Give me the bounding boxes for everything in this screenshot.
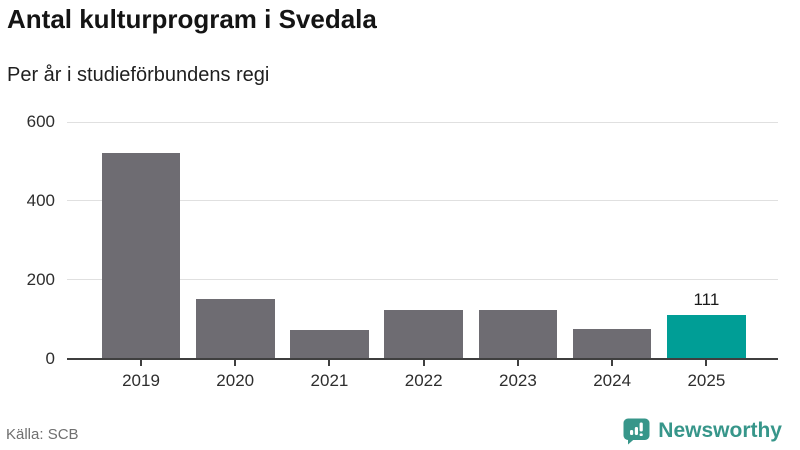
- x-axis-tick-2020: [234, 359, 237, 366]
- x-axis-label-2021: 2021: [310, 370, 349, 390]
- gridline-600: [67, 121, 778, 123]
- x-axis-label-2022: 2022: [404, 370, 443, 390]
- newsworthy-logo[interactable]: Newsworthy: [622, 416, 782, 446]
- x-axis-tick-2019: [140, 359, 142, 366]
- x-axis-label-2024: 2024: [593, 370, 632, 390]
- bar-2025: [667, 314, 746, 359]
- x-axis-tick-2025: [705, 359, 708, 366]
- y-axis-label-200: 200: [26, 269, 55, 289]
- x-axis-tick-2022: [422, 359, 425, 366]
- x-axis-label-2020: 2020: [216, 370, 255, 390]
- gridline-200: [67, 279, 778, 281]
- y-axis-label-0: 0: [45, 348, 55, 368]
- x-axis-tick-2021: [328, 359, 331, 366]
- bar-2023: [478, 310, 558, 359]
- x-axis-label-2023: 2023: [498, 370, 537, 390]
- x-axis-line: [67, 357, 778, 360]
- bar-2024: [572, 329, 652, 359]
- chart-subtitle: Per år i studieförbundens regi: [7, 64, 270, 86]
- gridline-400: [67, 200, 778, 202]
- chart-title: Antal kulturprogram i Svedala: [7, 4, 377, 34]
- y-axis-label-600: 600: [26, 112, 55, 131]
- x-axis-label-2025: 2025: [687, 370, 726, 390]
- bar-2019: [101, 152, 181, 359]
- source-note: Källa: SCB: [6, 426, 79, 443]
- x-axis-tick-2023: [516, 359, 519, 366]
- x-axis-label-2019: 2019: [122, 370, 160, 390]
- newsworthy-logo-text: Newsworthy: [658, 419, 782, 442]
- y-axis-label-400: 400: [26, 190, 55, 210]
- bar-value-label: 111: [693, 289, 720, 309]
- newsworthy-chart-bubble-icon: [622, 417, 651, 446]
- bar-2020: [195, 299, 275, 359]
- bar-2022: [384, 309, 463, 359]
- x-axis-tick-2024: [611, 359, 614, 366]
- bar-2021: [290, 330, 369, 359]
